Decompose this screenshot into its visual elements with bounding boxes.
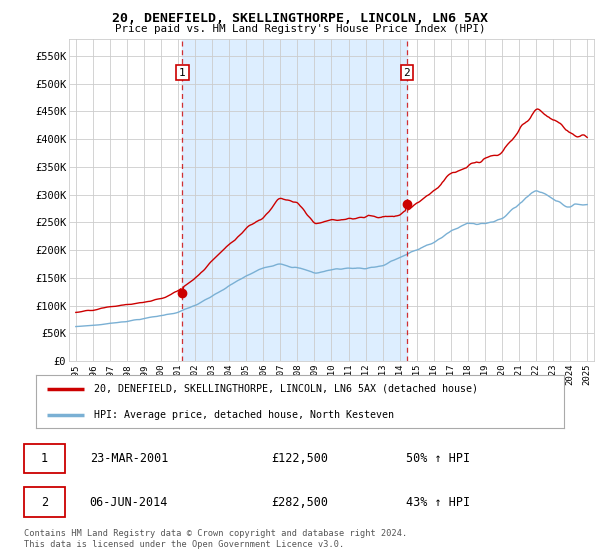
Bar — [182, 39, 407, 361]
Text: £122,500: £122,500 — [271, 452, 329, 465]
Text: 23-MAR-2001: 23-MAR-2001 — [89, 452, 168, 465]
Text: £282,500: £282,500 — [271, 496, 329, 508]
Text: Price paid vs. HM Land Registry's House Price Index (HPI): Price paid vs. HM Land Registry's House … — [115, 24, 485, 34]
Text: Contains HM Land Registry data © Crown copyright and database right 2024.
This d: Contains HM Land Registry data © Crown c… — [24, 529, 407, 549]
Text: 1: 1 — [179, 68, 186, 77]
FancyBboxPatch shape — [24, 487, 65, 517]
Text: 2: 2 — [41, 496, 48, 508]
Text: 20, DENEFIELD, SKELLINGTHORPE, LINCOLN, LN6 5AX (detached house): 20, DENEFIELD, SKELLINGTHORPE, LINCOLN, … — [94, 384, 478, 394]
Text: 20, DENEFIELD, SKELLINGTHORPE, LINCOLN, LN6 5AX: 20, DENEFIELD, SKELLINGTHORPE, LINCOLN, … — [112, 12, 488, 25]
Text: 43% ↑ HPI: 43% ↑ HPI — [406, 496, 470, 508]
Text: 2: 2 — [403, 68, 410, 77]
Text: 1: 1 — [41, 452, 48, 465]
Text: 06-JUN-2014: 06-JUN-2014 — [89, 496, 168, 508]
FancyBboxPatch shape — [24, 444, 65, 473]
Text: HPI: Average price, detached house, North Kesteven: HPI: Average price, detached house, Nort… — [94, 410, 394, 420]
Text: 50% ↑ HPI: 50% ↑ HPI — [406, 452, 470, 465]
